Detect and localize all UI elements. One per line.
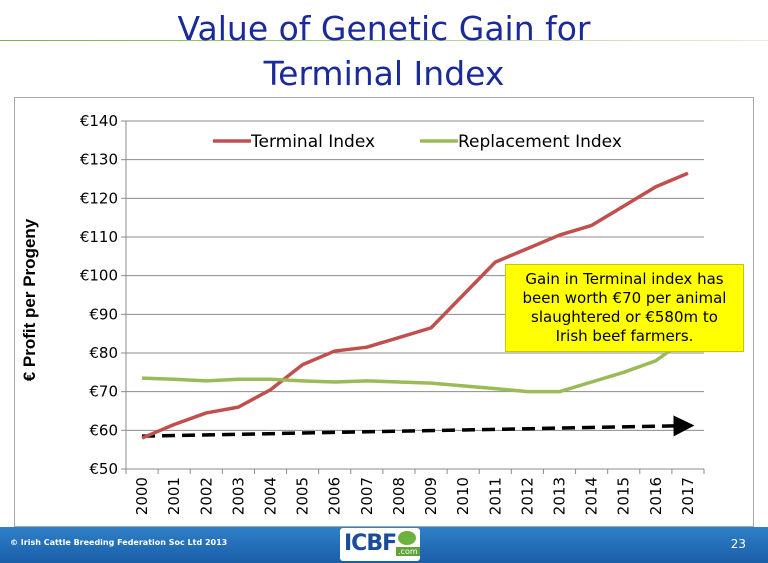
y-tick-label: €120 bbox=[80, 189, 118, 207]
y-tick-label: €110 bbox=[80, 228, 118, 246]
annotation-callout: Gain in Terminal index has been worth €7… bbox=[505, 264, 744, 352]
legend-label: Replacement Index bbox=[458, 132, 622, 152]
slide-number: 23 bbox=[730, 537, 746, 551]
legend-label: Terminal Index bbox=[250, 132, 375, 152]
x-tick-label: 2011 bbox=[486, 477, 504, 515]
icbf-logo: ICBF .com bbox=[340, 528, 420, 561]
callout-line: been worth €70 per animal bbox=[522, 289, 727, 307]
y-tick-label: €50 bbox=[89, 460, 118, 478]
x-tick-label: 2009 bbox=[422, 477, 440, 515]
callout-line: Gain in Terminal index has bbox=[525, 270, 724, 288]
callout-line: Irish beef farmers. bbox=[555, 327, 694, 345]
series-line-terminal-index bbox=[141, 171, 689, 440]
series-line-replacement-index bbox=[141, 336, 689, 394]
x-tick-label: 2003 bbox=[229, 477, 247, 515]
x-tick-label: 2013 bbox=[551, 477, 569, 515]
y-tick-label: €100 bbox=[80, 267, 118, 285]
title-line-2: Terminal Index bbox=[263, 54, 505, 93]
footer-copyright: © Irish Cattle Breeding Federation Soc L… bbox=[10, 538, 228, 547]
y-tick-label: €70 bbox=[89, 383, 118, 401]
callout-line: slaughtered or €580m to bbox=[531, 308, 718, 326]
title-underline bbox=[0, 40, 768, 41]
x-tick-label: 2008 bbox=[390, 477, 408, 515]
x-tick-label: 2015 bbox=[615, 477, 633, 515]
x-tick-label: 2016 bbox=[647, 477, 665, 515]
x-tick-label: 2000 bbox=[133, 477, 151, 515]
y-tick-label: €80 bbox=[89, 344, 118, 362]
logo-suffix: .com bbox=[396, 547, 420, 556]
slide-title: Value of Genetic Gain for Terminal Index bbox=[0, 6, 768, 96]
x-tick-label: 2010 bbox=[454, 477, 472, 515]
x-tick-label: 2006 bbox=[326, 477, 344, 515]
x-tick-label: 2017 bbox=[679, 477, 697, 515]
x-tick-label: 2014 bbox=[583, 477, 601, 515]
x-tick-label: 2001 bbox=[165, 477, 183, 515]
footer-bar: © Irish Cattle Breeding Federation Soc L… bbox=[0, 527, 768, 563]
x-tick-label: 2012 bbox=[518, 477, 536, 515]
cow-icon bbox=[398, 531, 416, 545]
x-tick-label: 2002 bbox=[197, 477, 215, 515]
x-tick-label: 2004 bbox=[262, 477, 280, 515]
title-line-1: Value of Genetic Gain for bbox=[177, 9, 591, 48]
y-tick-label: €90 bbox=[89, 305, 118, 323]
y-axis-label: € Profit per Progeny bbox=[20, 218, 39, 382]
y-tick-label: €130 bbox=[80, 151, 118, 169]
x-tick-label: 2005 bbox=[294, 477, 312, 515]
logo-text: ICBF bbox=[344, 531, 397, 556]
x-tick-label: 2007 bbox=[358, 477, 376, 515]
y-tick-label: €60 bbox=[89, 421, 118, 439]
y-tick-label: €140 bbox=[80, 112, 118, 130]
trend-arrow-line bbox=[142, 415, 695, 438]
